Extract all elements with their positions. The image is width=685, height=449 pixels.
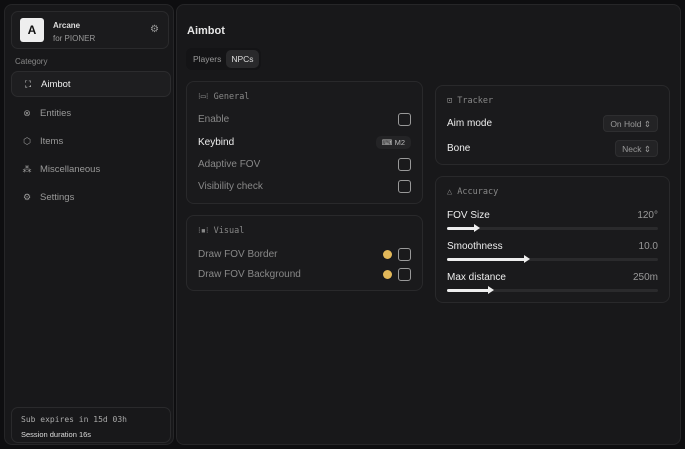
bone-label: Bone — [447, 142, 471, 154]
general-card: ⁝▭⁝ General Enable Keybind ⌨ M2 Adaptive … — [186, 81, 423, 204]
grid-icon: ⁂ — [22, 163, 32, 174]
slider-track[interactable] — [447, 224, 658, 232]
slider-thumb[interactable] — [488, 286, 495, 294]
slider-fill — [447, 227, 477, 230]
draw-border-row: Draw FOV Border — [198, 246, 411, 262]
bone-select[interactable]: Neck ⇕ — [615, 139, 658, 157]
border-color-swatch[interactable] — [383, 249, 392, 259]
category-label: Category — [15, 57, 48, 66]
app-name: Arcane — [53, 21, 81, 30]
sidebar-item-aimbot[interactable]: ⛶ Aimbot — [11, 71, 171, 97]
visibility-check-checkbox[interactable] — [398, 179, 411, 193]
slider-track[interactable] — [447, 255, 658, 263]
visibility-check-label: Visibility check — [198, 180, 263, 192]
visual-card: ⁝▪⁝ Visual Draw FOV Border Draw FOV Back… — [186, 215, 423, 291]
visual-icon: ⁝▪⁝ — [198, 226, 214, 236]
keybind-row: Keybind ⌨ M2 — [198, 134, 411, 150]
accuracy-card: △ Accuracy FOV Size 120° Smoothness 10.0 M… — [435, 176, 670, 303]
draw-background-row: Draw FOV Background — [198, 266, 411, 282]
sidebar-item-entities[interactable]: ⊗ Entities — [11, 100, 171, 126]
slider-thumb[interactable] — [473, 224, 480, 232]
warning-triangle-icon: △ — [447, 187, 458, 197]
slider-value: 10.0 — [638, 240, 658, 252]
visual-heading: ⁝▪⁝ Visual — [198, 226, 245, 236]
gear-icon: ⚙ — [22, 191, 32, 202]
chevron-updown-icon: ⇕ — [643, 143, 651, 154]
enable-checkbox[interactable] — [398, 112, 411, 126]
tracker-icon: ⊡ — [447, 96, 458, 106]
general-heading: ⁝▭⁝ General — [198, 92, 250, 102]
tracker-heading: ⊡ Tracker — [447, 96, 494, 106]
slider-value: 250m — [632, 271, 658, 283]
sidebar-item-label: Settings — [40, 191, 75, 203]
keybind-label: Keybind — [198, 136, 235, 148]
enable-label: Enable — [198, 113, 230, 125]
bone-row: Bone Neck ⇕ — [447, 139, 658, 157]
draw-background-label: Draw FOV Background — [198, 268, 301, 280]
sidebar-item-label: Miscellaneous — [40, 163, 101, 175]
sidebar-item-items[interactable]: ⬡ Items — [11, 128, 171, 154]
adaptive-fov-row: Adaptive FOV — [198, 156, 411, 172]
slider-value: 120° — [637, 209, 658, 221]
slider-row: Smoothness 10.0 — [447, 238, 658, 254]
sidebar-item-label: Items — [40, 135, 64, 147]
slider-fill — [447, 289, 492, 292]
draw-background-checkbox[interactable] — [398, 267, 411, 281]
session-text: Session duration 16s — [21, 430, 92, 439]
subscription-text: Sub expires in 15d 03h — [21, 415, 127, 424]
subscription-card: Sub expires in 15d 03h Session duration … — [11, 407, 171, 443]
slider-label: Smoothness — [447, 240, 503, 252]
accuracy-heading: △ Accuracy — [447, 187, 499, 197]
sidebar-item-label: Aimbot — [41, 78, 71, 90]
sidebar-item-settings[interactable]: ⚙ Settings — [11, 184, 171, 210]
target-tabs: Players NPCs — [186, 48, 261, 70]
keyboard-icon: ⌨ — [381, 137, 395, 147]
main-panel: Aimbot Players NPCs ⁝▭⁝ General Enable K… — [176, 4, 681, 445]
aim-mode-select[interactable]: On Hold ⇕ — [603, 114, 658, 132]
draw-border-checkbox[interactable] — [398, 247, 411, 261]
tracker-card: ⊡ Tracker Aim mode On Hold ⇕ Bone Neck ⇕ — [435, 85, 670, 165]
general-icon: ⁝▭⁝ — [198, 92, 214, 102]
keybind-button[interactable]: ⌨ M2 — [375, 135, 411, 149]
aim-mode-row: Aim mode On Hold ⇕ — [447, 114, 658, 132]
entities-icon: ⊗ — [23, 107, 31, 118]
slider-row: FOV Size 120° — [447, 207, 658, 223]
slider-track[interactable] — [447, 286, 658, 294]
slider-thumb[interactable] — [524, 255, 531, 263]
cube-icon: ⬡ — [23, 135, 31, 146]
enable-row: Enable — [198, 111, 411, 127]
adaptive-fov-checkbox[interactable] — [398, 157, 411, 171]
app-logo: A — [20, 18, 44, 42]
aim-mode-label: Aim mode — [447, 117, 493, 129]
sidebar-item-miscellaneous[interactable]: ⁂ Miscellaneous — [11, 156, 171, 182]
tab-npcs[interactable]: NPCs — [226, 50, 259, 68]
draw-border-label: Draw FOV Border — [198, 248, 278, 260]
slider-fill — [447, 258, 528, 261]
slider-label: FOV Size — [447, 209, 490, 221]
brand-card: A Arcane for PIONER ⚙ — [11, 11, 169, 49]
visibility-check-row: Visibility check — [198, 178, 411, 194]
slider-label: Max distance — [447, 271, 506, 283]
crosshair-icon: ⛶ — [24, 78, 32, 89]
slider-row: Max distance 250m — [447, 269, 658, 285]
sidebar: A Arcane for PIONER ⚙ Category ⛶ Aimbot ⊗… — [4, 4, 174, 445]
chevron-updown-icon: ⇕ — [643, 118, 651, 129]
tab-players[interactable]: Players — [193, 54, 222, 64]
app-subtitle: for PIONER — [53, 34, 96, 43]
background-color-swatch[interactable] — [383, 269, 392, 279]
sidebar-item-label: Entities — [40, 107, 72, 119]
settings-gear-icon[interactable]: ⚙ — [150, 24, 159, 35]
adaptive-fov-label: Adaptive FOV — [198, 158, 261, 170]
page-title: Aimbot — [187, 25, 225, 37]
